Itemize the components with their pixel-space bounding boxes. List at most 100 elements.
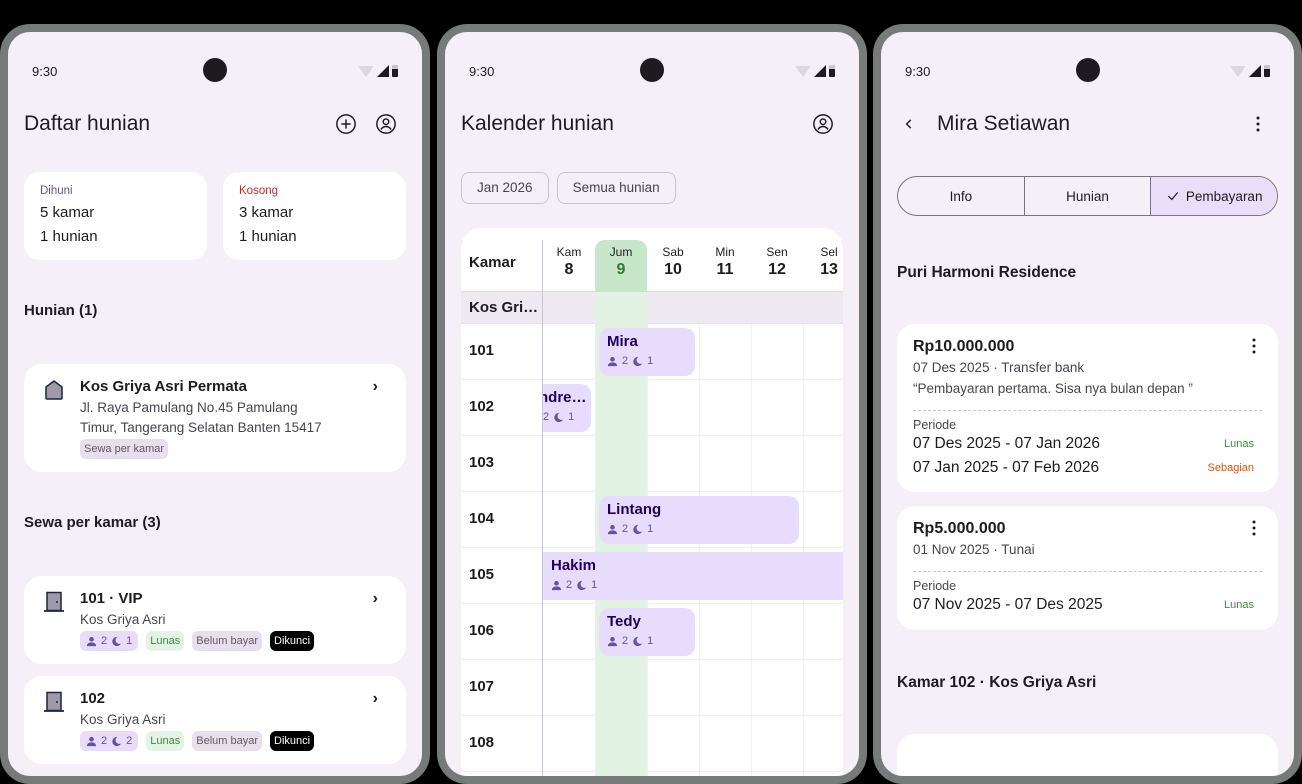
account-circle-icon: [376, 114, 396, 134]
rent-type-chip: Sewa per kamar: [80, 439, 169, 459]
day-header[interactable]: Kam 8: [556, 245, 582, 278]
camera-cutout: [203, 58, 227, 82]
day-header-today[interactable]: Jum 9: [595, 240, 647, 292]
screen-kalender-hunian: 9:30 Kalender hunian Jan 2026 Semua huni…: [445, 32, 859, 776]
more-vert-icon: [1252, 338, 1256, 354]
guest-count: 2: [101, 735, 108, 747]
day-header[interactable]: Min 11: [715, 245, 735, 278]
top-app-bar: Daftar hunian: [24, 104, 406, 144]
payment-more-button[interactable]: [1252, 520, 1256, 536]
summary-label: Kosong: [239, 185, 279, 197]
section-title-residence: Puri Harmoni Residence: [897, 264, 1077, 281]
room-row: 101: [461, 324, 843, 380]
phone-detail-penghuni: 9:30 Mira Setiawan Info Hunian Pembayara…: [873, 24, 1302, 784]
status-chip-paid: Lunas: [146, 731, 185, 751]
room-title: 101 · VIP: [80, 590, 143, 607]
status-chip-locked: Dikunci: [270, 631, 315, 651]
divider: [913, 571, 1262, 572]
battery-icon: [392, 65, 398, 77]
calendar-header: Kamar Kam 8 Jum 9 Sab 10 Min 11 Sen 12 Sel 13: [461, 228, 843, 292]
door-icon: [44, 591, 64, 612]
account-button[interactable]: [366, 104, 406, 144]
moon-icon: [112, 736, 122, 746]
more-options-button[interactable]: [1238, 104, 1278, 144]
battery-icon: [829, 65, 835, 77]
night-count: 2: [126, 735, 133, 747]
door-icon: [44, 691, 64, 712]
summary-label: Dihuni: [40, 185, 73, 197]
signal-icon: [814, 65, 826, 77]
property-filter-button[interactable]: Semua hunian: [556, 172, 676, 204]
more-vert-icon: [1256, 116, 1260, 132]
phone-kalender-hunian: 9:30 Kalender hunian Jan 2026 Semua huni…: [437, 24, 867, 784]
payment-more-button[interactable]: [1252, 338, 1256, 354]
period-label: Periode: [913, 418, 957, 432]
summary-vacant[interactable]: Kosong 3 kamar 1 hunian: [223, 172, 406, 260]
wifi-icon: [1230, 66, 1246, 77]
phone-daftar-hunian: 9:30 Daftar hunian Dihuni 5 kamar 1 huni…: [0, 24, 430, 784]
add-button[interactable]: [326, 104, 366, 144]
back-button[interactable]: [889, 104, 929, 144]
divider: [913, 410, 1262, 411]
page-title: Daftar hunian: [24, 112, 151, 135]
room-row: 103: [461, 436, 843, 492]
battery-icon: [1264, 65, 1270, 77]
day-header[interactable]: Sab 10: [662, 245, 684, 278]
month-filter-button[interactable]: Jan 2026: [461, 172, 549, 204]
status-time: 9:30: [469, 64, 495, 79]
room-row: 106: [461, 604, 843, 660]
occupancy-chip: 2 1: [80, 631, 139, 651]
day-header[interactable]: Sel 13: [820, 245, 838, 278]
signal-icon: [1249, 65, 1261, 77]
property-card[interactable]: › Kos Griya Asri Permata Jl. Raya Pamula…: [24, 364, 406, 472]
person-icon: [607, 524, 618, 534]
room-property: Kos Griya Asri: [80, 712, 166, 727]
wifi-icon: [795, 66, 811, 77]
screen-detail-penghuni: 9:30 Mira Setiawan Info Hunian Pembayara…: [881, 32, 1294, 776]
status-chip-paid: Lunas: [146, 631, 185, 651]
status-bar: 9:30: [881, 32, 1294, 82]
status-time: 9:30: [905, 64, 931, 79]
day-header[interactable]: Sen 12: [766, 245, 788, 278]
tab-hunian[interactable]: Hunian: [1025, 177, 1152, 215]
chevron-right-icon: ›: [372, 590, 378, 607]
room-row: 108: [461, 716, 843, 772]
filter-row: Jan 2026 Semua hunian: [461, 172, 676, 204]
add-circle-icon: [336, 114, 356, 134]
moon-icon: [554, 412, 564, 422]
page-title: Kalender hunian: [461, 112, 614, 135]
room-card[interactable]: › 101 · VIP Kos Griya Asri 2 1 Lunas Bel…: [24, 576, 406, 664]
night-count: 1: [126, 635, 133, 647]
top-app-bar: Mira Setiawan: [897, 104, 1278, 144]
person-icon: [551, 580, 562, 590]
person-icon: [86, 736, 97, 746]
payment-card[interactable]: Rp10.000.000 07 Des 2025 · Transfer bank…: [897, 324, 1278, 492]
payment-amount: Rp10.000.000: [913, 338, 1015, 355]
account-button[interactable]: [803, 104, 843, 144]
room-row: 105: [461, 548, 843, 604]
status-time: 9:30: [32, 64, 58, 79]
person-icon: [607, 356, 618, 366]
account-circle-icon: [813, 114, 833, 134]
column-divider: [542, 240, 543, 776]
section-title-rooms: Sewa per kamar (3): [24, 514, 161, 531]
tab-info[interactable]: Info: [898, 177, 1025, 215]
status-bar: 9:30: [8, 32, 422, 82]
status-paid: Lunas: [1224, 599, 1254, 611]
tab-pembayaran[interactable]: Pembayaran: [1151, 177, 1277, 215]
payment-card[interactable]: Rp5.000.000 01 Nov 2025 · Tunai Periode …: [897, 506, 1278, 630]
payment-card[interactable]: [897, 734, 1278, 776]
occupancy-chip: 2 2: [80, 731, 139, 751]
room-card[interactable]: › 102 Kos Griya Asri 2 2 Lunas Belum bay…: [24, 676, 406, 764]
property-group-row: Kos Gri…: [461, 292, 843, 324]
person-icon: [607, 636, 618, 646]
summary-occupied[interactable]: Dihuni 5 kamar 1 hunian: [24, 172, 207, 260]
tab-segmented-control: Info Hunian Pembayaran: [897, 176, 1278, 216]
guest-count: 2: [101, 635, 108, 647]
person-icon: [86, 636, 97, 646]
